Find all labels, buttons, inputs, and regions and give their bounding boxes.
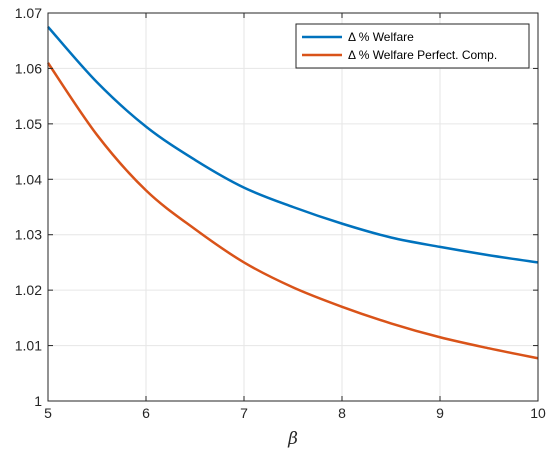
legend-entry-0: Δ % Welfare [348, 30, 414, 44]
legend-box [295, 23, 530, 69]
x-tick-label: 6 [142, 405, 150, 421]
y-tick-label: 1.04 [15, 171, 42, 187]
y-tick-label: 1.01 [15, 338, 42, 354]
legend-entry-1: Δ % Welfare Perfect. Comp. [348, 48, 497, 62]
legend-series-name: % Welfare [355, 30, 414, 44]
legend-delta-symbol: Δ [348, 48, 356, 62]
x-tick-label: 5 [44, 405, 52, 421]
y-tick-label: 1.06 [15, 60, 42, 76]
series-line-1 [46, 62, 539, 360]
axes-box [47, 12, 539, 402]
legend-series-name: % Welfare Perfect. Comp. [355, 48, 497, 62]
x-tick-label: 8 [338, 405, 346, 421]
series-group [46, 26, 539, 360]
y-tick-label: 1.07 [15, 5, 42, 21]
ticks: 5 6 7 8 9 10 1 1.01 1.02 1.03 1.04 1.05 1.06 1.07 [15, 5, 546, 421]
y-tick-label: 1 [34, 393, 42, 409]
x-tick-label: 7 [240, 405, 248, 421]
y-tick-label: 1.02 [15, 282, 42, 298]
series-line-0 [47, 26, 539, 264]
x-tick-label: 10 [530, 405, 546, 421]
y-tick-label: 1.05 [15, 116, 42, 132]
legend-delta-symbol: Δ [348, 30, 356, 44]
x-tick-label: 9 [436, 405, 444, 421]
y-tick-label: 1.03 [15, 227, 42, 243]
x-axis-label: β [287, 429, 298, 449]
